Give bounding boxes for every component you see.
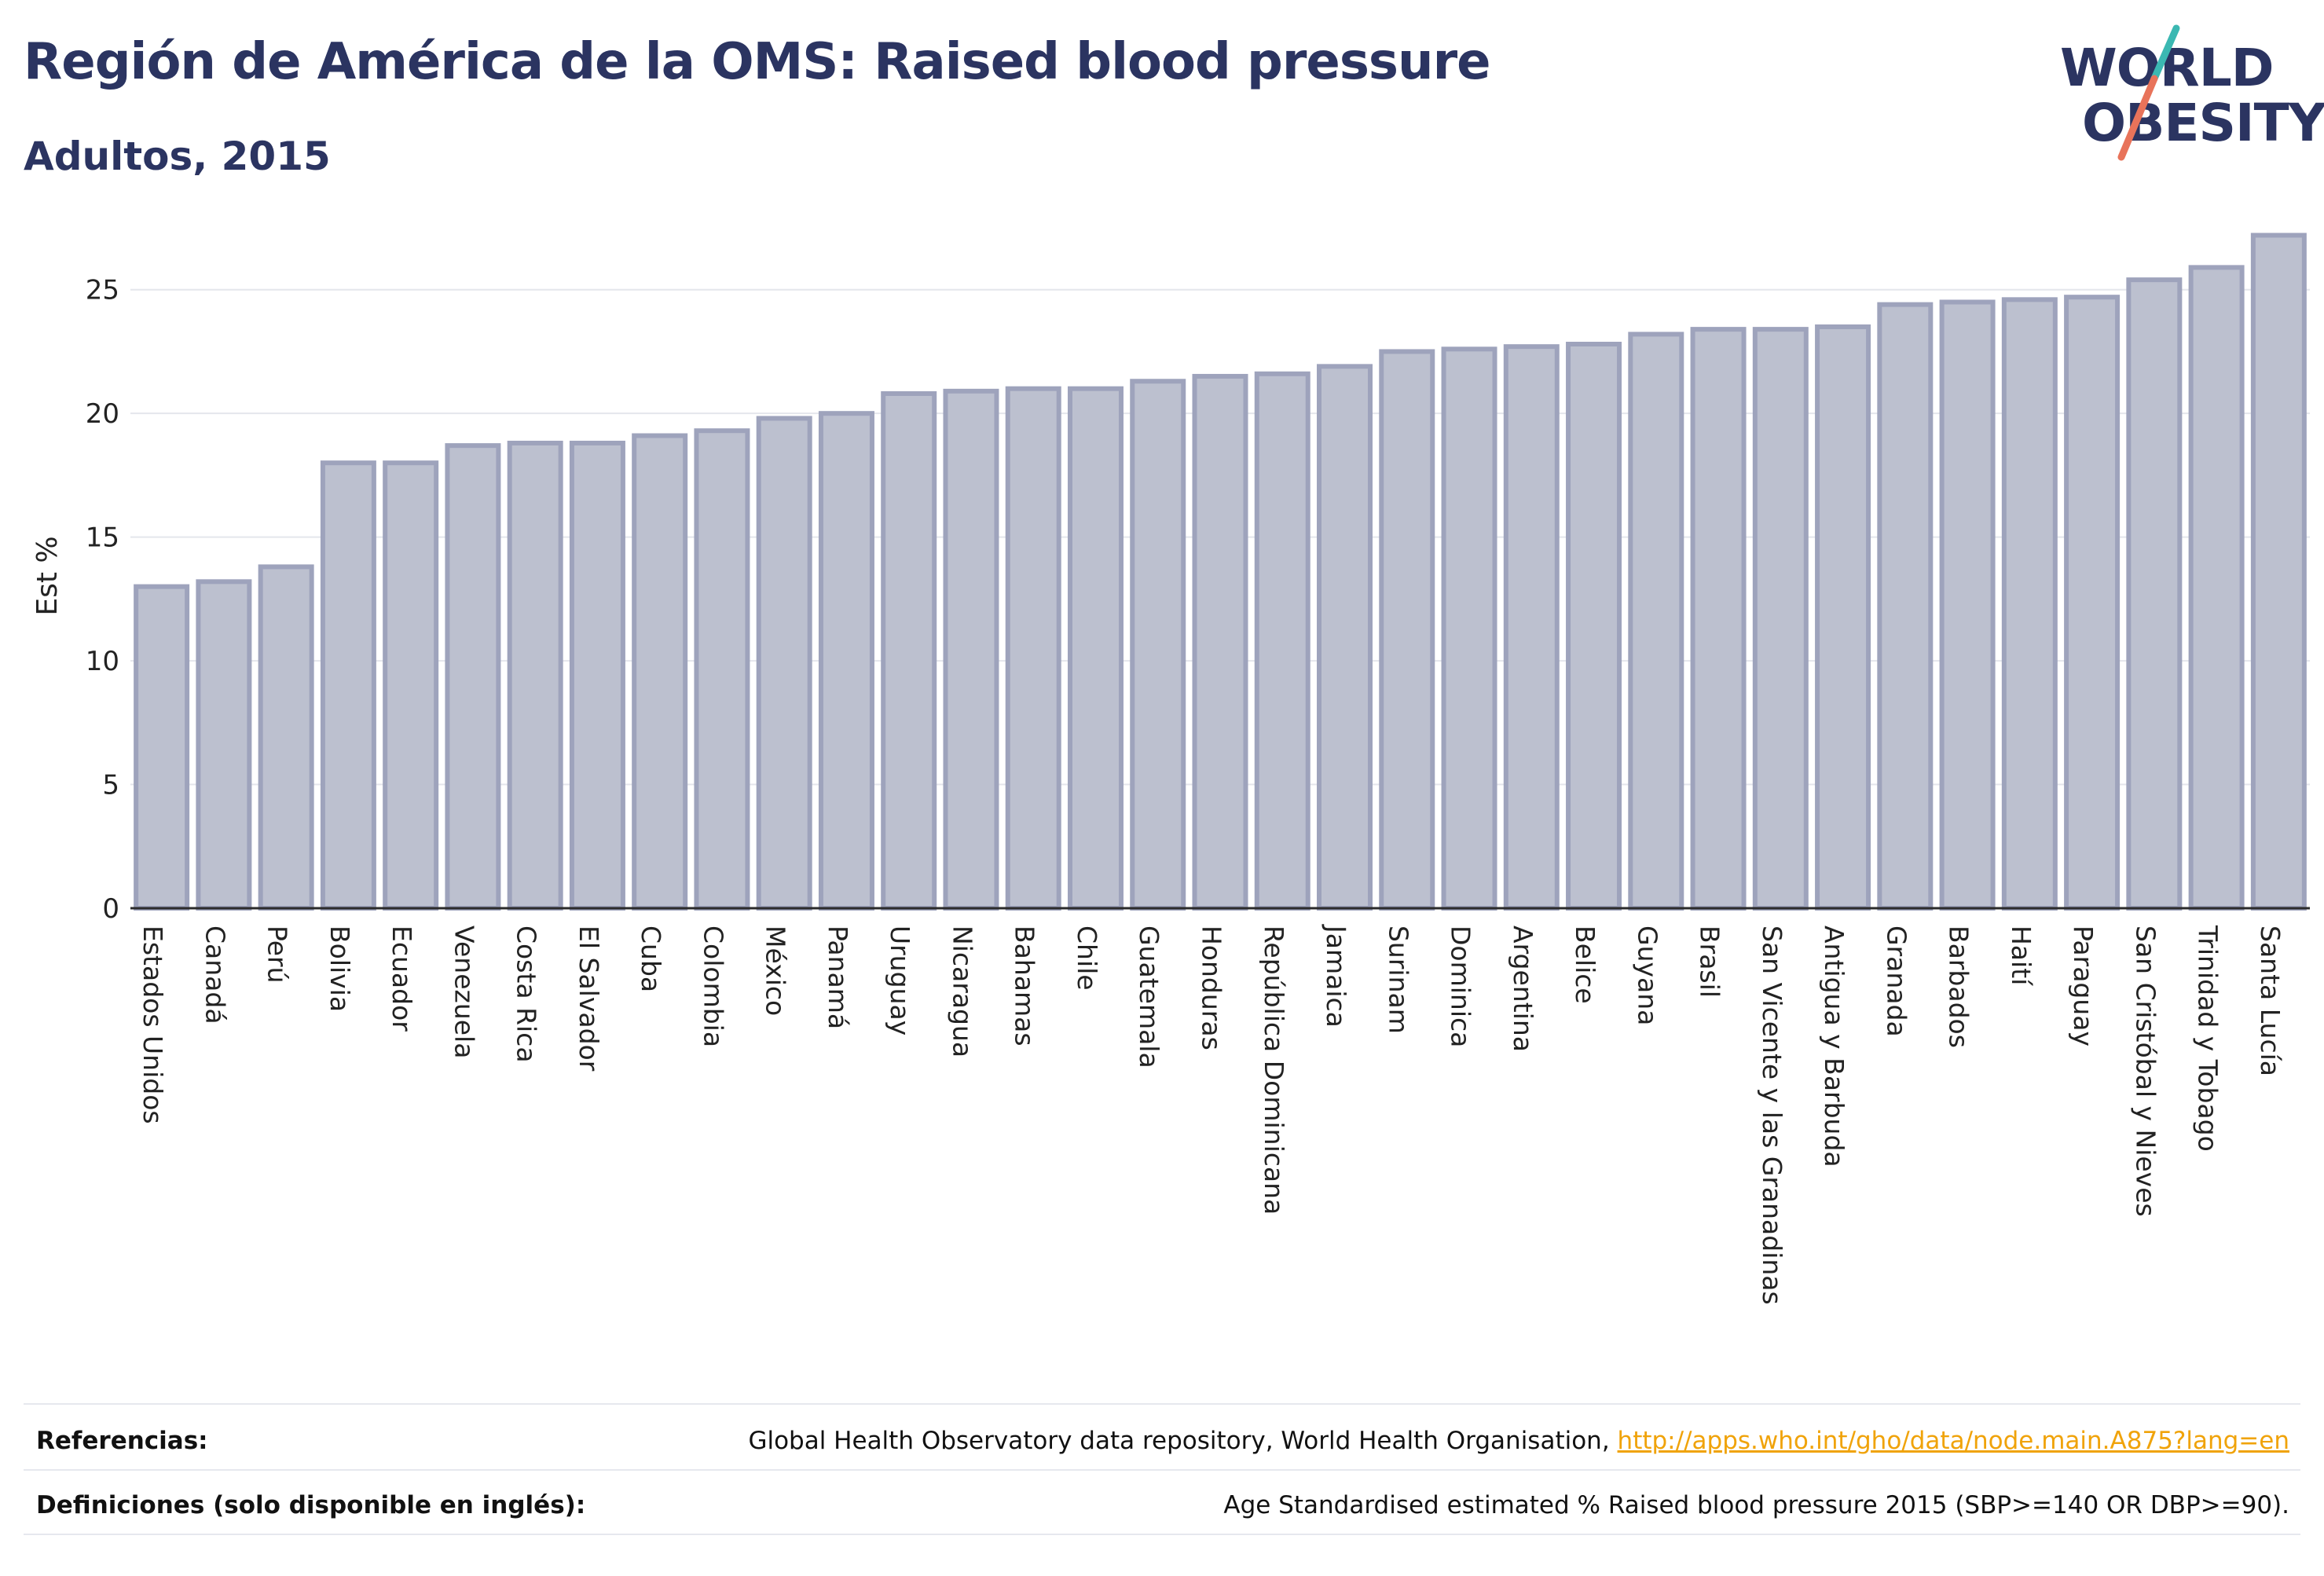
references-value: Global Health Observatory data repositor… bbox=[748, 1427, 2289, 1455]
y-tick-label: 0 bbox=[102, 893, 119, 925]
x-tick-label: Haití bbox=[2006, 925, 2036, 987]
footer-divider-top bbox=[24, 1403, 2300, 1405]
x-tick-label: Uruguay bbox=[885, 925, 915, 1035]
bar[interactable] bbox=[1254, 371, 1310, 911]
x-tick-label: Ecuador bbox=[387, 925, 417, 1032]
bar[interactable] bbox=[1939, 299, 1996, 911]
references-label: Referencias: bbox=[36, 1427, 208, 1455]
x-tick-label: Granada bbox=[1881, 925, 1912, 1037]
bar[interactable] bbox=[445, 443, 501, 911]
bar[interactable] bbox=[694, 428, 750, 911]
bar[interactable] bbox=[1379, 349, 1435, 911]
bar[interactable] bbox=[2188, 265, 2245, 911]
x-tick-label: México bbox=[761, 925, 791, 1016]
x-tick-label: Brasil bbox=[1695, 925, 1725, 998]
bar[interactable] bbox=[881, 390, 937, 911]
bar[interactable] bbox=[1067, 386, 1124, 911]
x-tick-label: El Salvador bbox=[574, 925, 604, 1072]
bar[interactable] bbox=[2064, 295, 2121, 911]
references-link[interactable]: http://apps.who.int/gho/data/node.main.A… bbox=[1617, 1427, 2289, 1455]
world-obesity-logo: WORLD OBESITY bbox=[2043, 24, 2324, 165]
references-text: Global Health Observatory data repositor… bbox=[748, 1427, 1618, 1455]
y-tick-label: 15 bbox=[86, 522, 119, 554]
x-tick-label: Paraguay bbox=[2068, 925, 2099, 1046]
bar[interactable] bbox=[1317, 364, 1373, 911]
bar[interactable] bbox=[383, 460, 439, 911]
x-tick-label: Venezuela bbox=[449, 925, 479, 1058]
x-tick-label: Costa Rica bbox=[511, 925, 542, 1063]
bar[interactable] bbox=[1192, 373, 1248, 911]
bar-chart: 0 5 10 15 20 25 Estados Unidos Canadá Perú Boliv… bbox=[31, 233, 2310, 1305]
x-tick-label: San Vicente y las Granadinas bbox=[1757, 925, 1787, 1305]
x-tick-label: Panamá bbox=[823, 925, 853, 1029]
x-tick-label: Chile bbox=[1072, 925, 1102, 991]
x-tick-label: Surinam bbox=[1383, 925, 1413, 1034]
x-tick-label: Guyana bbox=[1632, 925, 1662, 1025]
x-tick-label: Barbados bbox=[1944, 925, 1974, 1048]
chart-title: Región de América de la OMS: Raised bloo… bbox=[24, 33, 1491, 91]
y-axis-ticks: 0 5 10 15 20 25 bbox=[86, 275, 119, 925]
bar[interactable] bbox=[196, 579, 252, 911]
bar[interactable] bbox=[2250, 233, 2307, 911]
footer-divider-bottom bbox=[24, 1534, 2300, 1535]
bar[interactable] bbox=[320, 460, 376, 911]
bar[interactable] bbox=[756, 416, 812, 911]
bar[interactable] bbox=[1005, 386, 1061, 911]
bar[interactable] bbox=[632, 433, 688, 911]
x-tick-label: Colombia bbox=[698, 925, 728, 1047]
bar[interactable] bbox=[134, 584, 190, 911]
y-tick-label: 5 bbox=[102, 770, 119, 801]
bar[interactable] bbox=[2126, 277, 2183, 911]
footer-divider-middle bbox=[24, 1469, 2300, 1471]
x-tick-label: Bolivia bbox=[324, 925, 355, 1012]
bar[interactable] bbox=[1815, 324, 1871, 911]
bar[interactable] bbox=[1690, 327, 1747, 911]
bar[interactable] bbox=[1877, 302, 1934, 911]
x-tick-label: Nicaragua bbox=[947, 925, 977, 1057]
bar[interactable] bbox=[1130, 379, 1186, 911]
x-tick-label: Belice bbox=[1570, 925, 1600, 1004]
x-tick-label: Argentina bbox=[1508, 925, 1538, 1052]
y-tick-label: 25 bbox=[86, 275, 119, 306]
x-tick-label: Bahamas bbox=[1010, 925, 1040, 1046]
x-tick-label: Trinidad y Tobago bbox=[2193, 925, 2223, 1152]
x-tick-label: Guatemala bbox=[1134, 925, 1164, 1068]
bar[interactable] bbox=[1752, 327, 1809, 911]
x-tick-label: Estados Unidos bbox=[137, 925, 168, 1124]
logo-word-2: OBESITY bbox=[2082, 93, 2324, 153]
x-tick-label: Santa Lucía bbox=[2255, 925, 2286, 1076]
bar[interactable] bbox=[258, 564, 314, 911]
y-axis-label: Est % bbox=[31, 536, 64, 615]
x-tick-label: Dominica bbox=[1446, 925, 1476, 1047]
bar[interactable] bbox=[818, 411, 874, 911]
bar[interactable] bbox=[569, 440, 625, 911]
logo-slash-icon bbox=[2117, 24, 2180, 161]
chart-subtitle: Adultos, 2015 bbox=[24, 134, 331, 179]
bar[interactable] bbox=[1566, 342, 1622, 911]
x-axis-labels: Estados Unidos Canadá Perú Bolivia Ecuador Ve… bbox=[137, 924, 2286, 1305]
definitions-text: Age Standardised estimated % Raised bloo… bbox=[1223, 1491, 2289, 1519]
y-tick-label: 20 bbox=[86, 398, 119, 430]
x-tick-label: San Cristóbal y Nieves bbox=[2130, 925, 2161, 1217]
bar[interactable] bbox=[1628, 332, 1684, 911]
bar[interactable] bbox=[943, 388, 999, 911]
x-tick-label: Antigua y Barbuda bbox=[1819, 925, 1849, 1167]
x-tick-label: Jamaica bbox=[1321, 924, 1351, 1028]
definitions-label: Definiciones (solo disponible en inglés)… bbox=[36, 1491, 586, 1519]
bar[interactable] bbox=[1441, 346, 1497, 911]
x-tick-label: Cuba bbox=[636, 925, 666, 992]
x-tick-label: República Dominicana bbox=[1259, 925, 1289, 1215]
x-tick-label: Canadá bbox=[200, 925, 230, 1024]
bar[interactable] bbox=[1503, 344, 1560, 911]
bar[interactable] bbox=[2001, 297, 2058, 911]
x-tick-label: Perú bbox=[262, 925, 293, 984]
bar[interactable] bbox=[507, 440, 563, 911]
x-tick-label: Honduras bbox=[1197, 925, 1227, 1050]
y-tick-label: 10 bbox=[86, 646, 119, 677]
chart-bars bbox=[134, 233, 2307, 911]
